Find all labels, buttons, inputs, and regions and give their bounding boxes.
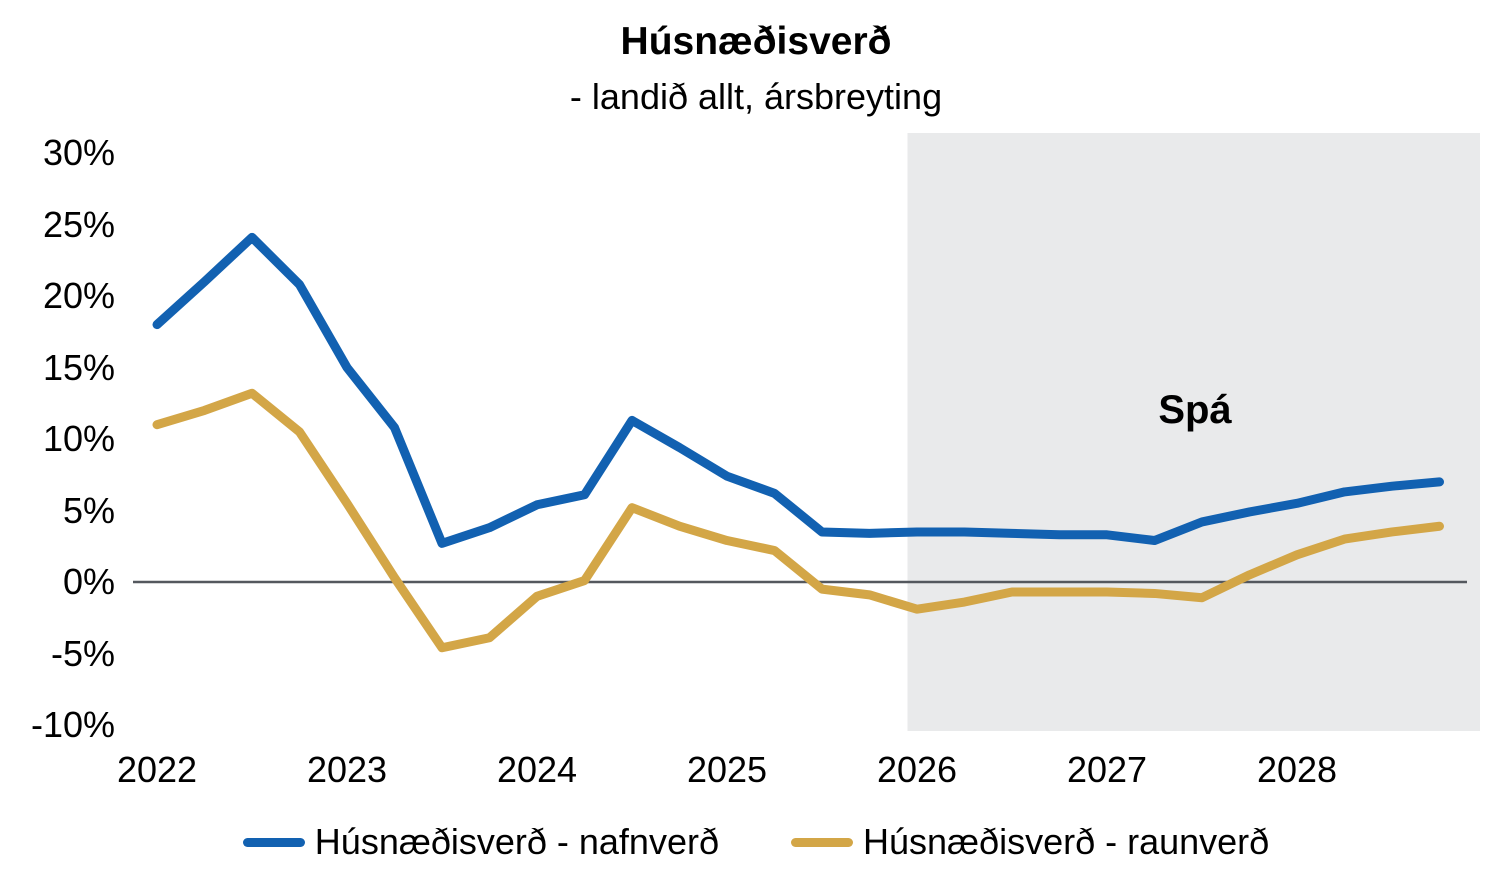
chart-subtitle: - landið allt, ársbreyting [569, 76, 943, 117]
raunverd-swatch-icon [791, 837, 853, 847]
raunverd-line [152, 388, 1444, 653]
nafnverd-line [152, 232, 1444, 548]
nafnverd-swatch-icon [242, 837, 305, 847]
chart-title: Húsnæðisverð [620, 20, 892, 63]
forecast-region [907, 133, 1480, 731]
y-tick-label: 5% [62, 489, 115, 531]
forecast-label: Spá [1158, 388, 1232, 432]
y-tick-label: 25% [42, 203, 115, 245]
x-tick-label: 2028 [1256, 749, 1338, 790]
y-tick-label: 30% [42, 132, 115, 173]
y-tick-label: -5% [50, 632, 115, 674]
x-tick-label: 2026 [876, 749, 958, 790]
x-tick-label: 2022 [116, 749, 198, 790]
y-tick-label: 15% [42, 346, 115, 388]
y-tick-label: 10% [42, 418, 115, 459]
legend-item-nafnverd: Húsnæðisverð - nafnverð [242, 821, 719, 863]
nafnverd-legend-label: Húsnæðisverð - nafnverð [314, 821, 719, 862]
legend: Húsnæðisverð - nafnverð Húsnæðisverð - r… [0, 821, 1512, 863]
raunverd-legend-label: Húsnæðisverð - raunverð [863, 821, 1270, 862]
legend-item-raunverd: Húsnæðisverð - raunverð [791, 821, 1269, 863]
x-tick-label: 2024 [496, 749, 578, 790]
x-tick-label: 2023 [306, 749, 388, 790]
y-tick-label: 20% [42, 275, 115, 316]
x-tick-label: 2027 [1066, 749, 1148, 790]
x-tick-label: 2025 [686, 749, 768, 790]
y-tick-label: 0% [62, 561, 115, 602]
y-tick-label: -10% [30, 704, 115, 745]
